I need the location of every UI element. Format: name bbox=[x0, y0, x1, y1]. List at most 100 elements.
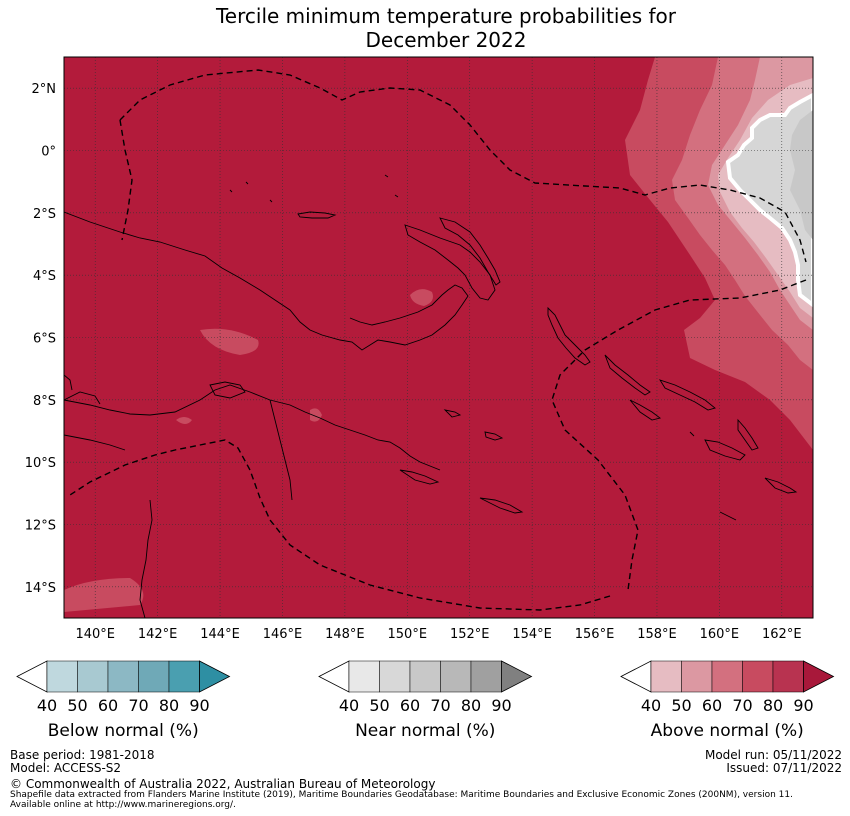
lon-label: 158°E bbox=[637, 627, 677, 642]
map-title: Tercile minimum temperature probabilitie… bbox=[0, 4, 850, 52]
lon-label: 160°E bbox=[700, 627, 740, 642]
islands-north-west bbox=[229, 174, 399, 203]
legend-tick: 50 bbox=[67, 696, 87, 715]
legend-swatch bbox=[742, 660, 774, 693]
latitude-labels: 2°N 0° 2°S 4°S 6°S 8°S 10°S 12°S 14°S bbox=[25, 82, 56, 596]
legend-swatch bbox=[168, 660, 200, 693]
legend-tick: 90 bbox=[793, 696, 813, 715]
lon-label: 156°E bbox=[575, 627, 615, 642]
torres-islands bbox=[209, 381, 246, 399]
lon-label: 152°E bbox=[450, 627, 490, 642]
legend-1: 40 50 60 70 80 90 Below normal (%) bbox=[16, 660, 231, 741]
legend-title: Near normal (%) bbox=[355, 721, 495, 741]
new-guinea-north-coast bbox=[64, 211, 469, 351]
woodlark bbox=[484, 431, 504, 441]
legend-tick: 70 bbox=[732, 696, 752, 715]
legend-swatch bbox=[138, 660, 170, 693]
legend-high-arrow bbox=[803, 660, 835, 693]
trobriand bbox=[443, 409, 462, 418]
legend-swatch bbox=[711, 660, 743, 693]
lon-label: 146°E bbox=[263, 627, 303, 642]
legend-tick: 60 bbox=[98, 696, 118, 715]
legend-swatch bbox=[470, 660, 502, 693]
eez-boundary-west bbox=[119, 119, 133, 241]
legend-swatch bbox=[379, 660, 411, 693]
lat-label: 8°S bbox=[33, 394, 56, 409]
manus-island bbox=[297, 211, 337, 219]
legend-tick: 50 bbox=[369, 696, 389, 715]
legend-swatch bbox=[681, 660, 713, 693]
above-80-spot-2 bbox=[410, 289, 433, 306]
lon-label: 154°E bbox=[512, 627, 552, 642]
legend-swatch bbox=[77, 660, 109, 693]
longitude-labels: 140°E 142°E 144°E 146°E 148°E 150°E 152°E 154°E… bbox=[75, 627, 801, 642]
legend-tick: 90 bbox=[189, 696, 209, 715]
model-run: Model run: 05/11/2022 bbox=[704, 748, 842, 762]
above-80-spot-1 bbox=[200, 328, 259, 355]
legends: 40 50 60 70 80 90 Below normal (%) 40 50 60 70 80 90… bbox=[16, 660, 835, 741]
solomon-isabel bbox=[658, 379, 716, 411]
shapefile-url: Available online at http://www.marinereg… bbox=[10, 800, 236, 810]
legend-tick: 70 bbox=[128, 696, 148, 715]
issued-date: Issued: 07/11/2022 bbox=[726, 761, 842, 775]
louisiade bbox=[479, 497, 524, 514]
lon-label: 148°E bbox=[325, 627, 365, 642]
shapefile-credit: Shapefile data extracted from Flanders M… bbox=[10, 790, 793, 800]
gulf-carpentaria-coast bbox=[64, 374, 73, 391]
solomon-guadalcanal bbox=[704, 439, 746, 461]
lon-label: 142°E bbox=[138, 627, 178, 642]
legend-swatch bbox=[772, 660, 804, 693]
coastlines bbox=[64, 174, 798, 618]
legend-3: 40 50 60 70 80 90 Above normal (%) bbox=[620, 660, 835, 741]
lat-label: 4°S bbox=[33, 269, 56, 284]
legend-tick: 70 bbox=[430, 696, 450, 715]
legend-swatch bbox=[107, 660, 139, 693]
legend-tick: 60 bbox=[702, 696, 722, 715]
lat-label: 12°S bbox=[25, 519, 56, 534]
lon-label: 162°E bbox=[762, 627, 802, 642]
lat-label: 6°S bbox=[33, 332, 56, 347]
legend-tick: 40 bbox=[37, 696, 57, 715]
lon-label: 144°E bbox=[200, 627, 240, 642]
base-period: Base period: 1981-2018 bbox=[10, 748, 155, 762]
south-gulf-coast bbox=[64, 434, 126, 451]
legend-tick: 90 bbox=[491, 696, 511, 715]
above-80-spot-5 bbox=[176, 417, 192, 424]
legend-2: 40 50 60 70 80 90 Near normal (%) bbox=[318, 660, 533, 741]
legend-high-arrow bbox=[501, 660, 533, 693]
above-80-spot-3 bbox=[310, 408, 322, 422]
legend-swatch bbox=[409, 660, 441, 693]
above-80-spot-4 bbox=[64, 578, 144, 612]
lat-label: 10°S bbox=[25, 456, 56, 471]
legend-high-arrow bbox=[199, 660, 231, 693]
legend-tick: 50 bbox=[671, 696, 691, 715]
legend-low-arrow bbox=[318, 660, 350, 693]
legend-title: Above normal (%) bbox=[651, 721, 804, 741]
bougainville bbox=[547, 306, 591, 366]
legend-tick: 80 bbox=[461, 696, 481, 715]
vanuatu-santa-cruz bbox=[689, 431, 737, 521]
map-plot-area bbox=[64, 57, 813, 618]
legend-swatch bbox=[46, 660, 78, 693]
solomon-malaita bbox=[737, 418, 759, 451]
legend-swatch bbox=[348, 660, 380, 693]
solomon-choiseul bbox=[604, 354, 651, 396]
legend-tick: 80 bbox=[159, 696, 179, 715]
map-frame bbox=[63, 56, 814, 619]
lat-label: 2°S bbox=[33, 207, 56, 222]
new-georgia bbox=[629, 399, 662, 421]
new-guinea-south-coast bbox=[64, 384, 441, 471]
title-line-1: Tercile minimum temperature probabilitie… bbox=[215, 4, 677, 28]
new-guinea-interior-boundary bbox=[269, 399, 293, 501]
map-gridlines bbox=[64, 57, 813, 618]
legend-swatch bbox=[650, 660, 682, 693]
solomon-makira bbox=[764, 477, 798, 494]
legend-tick: 80 bbox=[763, 696, 783, 715]
cape-york bbox=[139, 499, 153, 618]
new-ireland bbox=[439, 217, 501, 286]
lon-label: 150°E bbox=[388, 627, 428, 642]
lat-label: 0° bbox=[41, 145, 56, 160]
legend-low-arrow bbox=[16, 660, 48, 693]
model-name: Model: ACCESS-S2 bbox=[10, 761, 122, 775]
